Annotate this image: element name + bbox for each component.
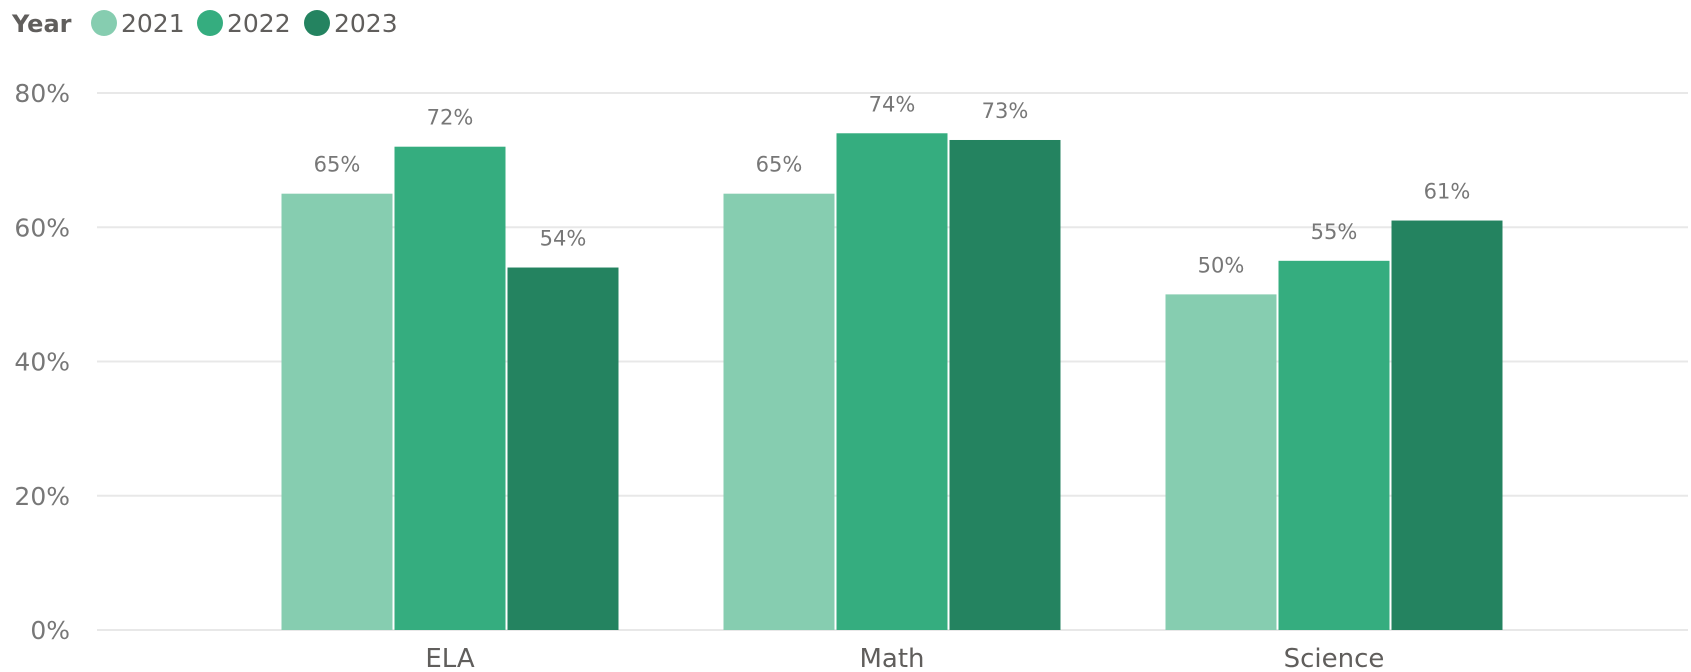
legend: Year 2021 2022 2023 — [11, 9, 398, 38]
data-label-math-2021: 65% — [756, 153, 803, 177]
y-tick-label: 0% — [30, 616, 70, 645]
data-label-math-2022: 74% — [869, 92, 916, 116]
data-label-ela-2023: 54% — [540, 227, 587, 251]
bar-science-2023[interactable] — [1391, 220, 1503, 630]
bar-math-2021[interactable] — [723, 193, 835, 630]
legend-label-2021: 2021 — [121, 9, 185, 38]
legend-label-2022: 2022 — [227, 9, 291, 38]
bar-science-2022[interactable] — [1278, 260, 1390, 630]
legend-label-2023: 2023 — [334, 9, 398, 38]
x-axis: ELA Math Science — [425, 644, 1384, 672]
bar-ela-2022[interactable] — [394, 146, 506, 630]
bar-ela-2023[interactable] — [507, 267, 619, 630]
legend-title: Year — [11, 10, 72, 38]
y-axis: 0% 20% 40% 60% 80% — [14, 79, 70, 645]
bar-science-2021[interactable] — [1165, 294, 1277, 630]
y-tick-label: 20% — [14, 482, 70, 511]
x-category-label: Science — [1284, 644, 1385, 672]
x-category-label: Math — [859, 644, 924, 672]
data-label-science-2022: 55% — [1311, 220, 1358, 244]
data-label-science-2023: 61% — [1424, 180, 1471, 204]
bar-math-2022[interactable] — [836, 133, 948, 630]
y-tick-label: 60% — [14, 213, 70, 242]
data-label-science-2021: 50% — [1198, 253, 1245, 277]
bar-ela-2021[interactable] — [281, 193, 393, 630]
data-label-math-2023: 73% — [982, 99, 1029, 123]
legend-marker-2022 — [197, 10, 223, 36]
legend-marker-2021 — [91, 10, 117, 36]
y-tick-label: 40% — [14, 348, 70, 377]
x-category-label: ELA — [425, 644, 475, 672]
y-tick-label: 80% — [14, 79, 70, 108]
data-label-ela-2021: 65% — [314, 153, 361, 177]
bars — [281, 133, 1503, 631]
data-labels: 65% 72% 54% 65% 74% 73% 50% 55% 61% — [314, 92, 1471, 277]
legend-marker-2023 — [304, 10, 330, 36]
bar-math-2023[interactable] — [949, 139, 1061, 631]
data-label-ela-2022: 72% — [427, 106, 474, 130]
